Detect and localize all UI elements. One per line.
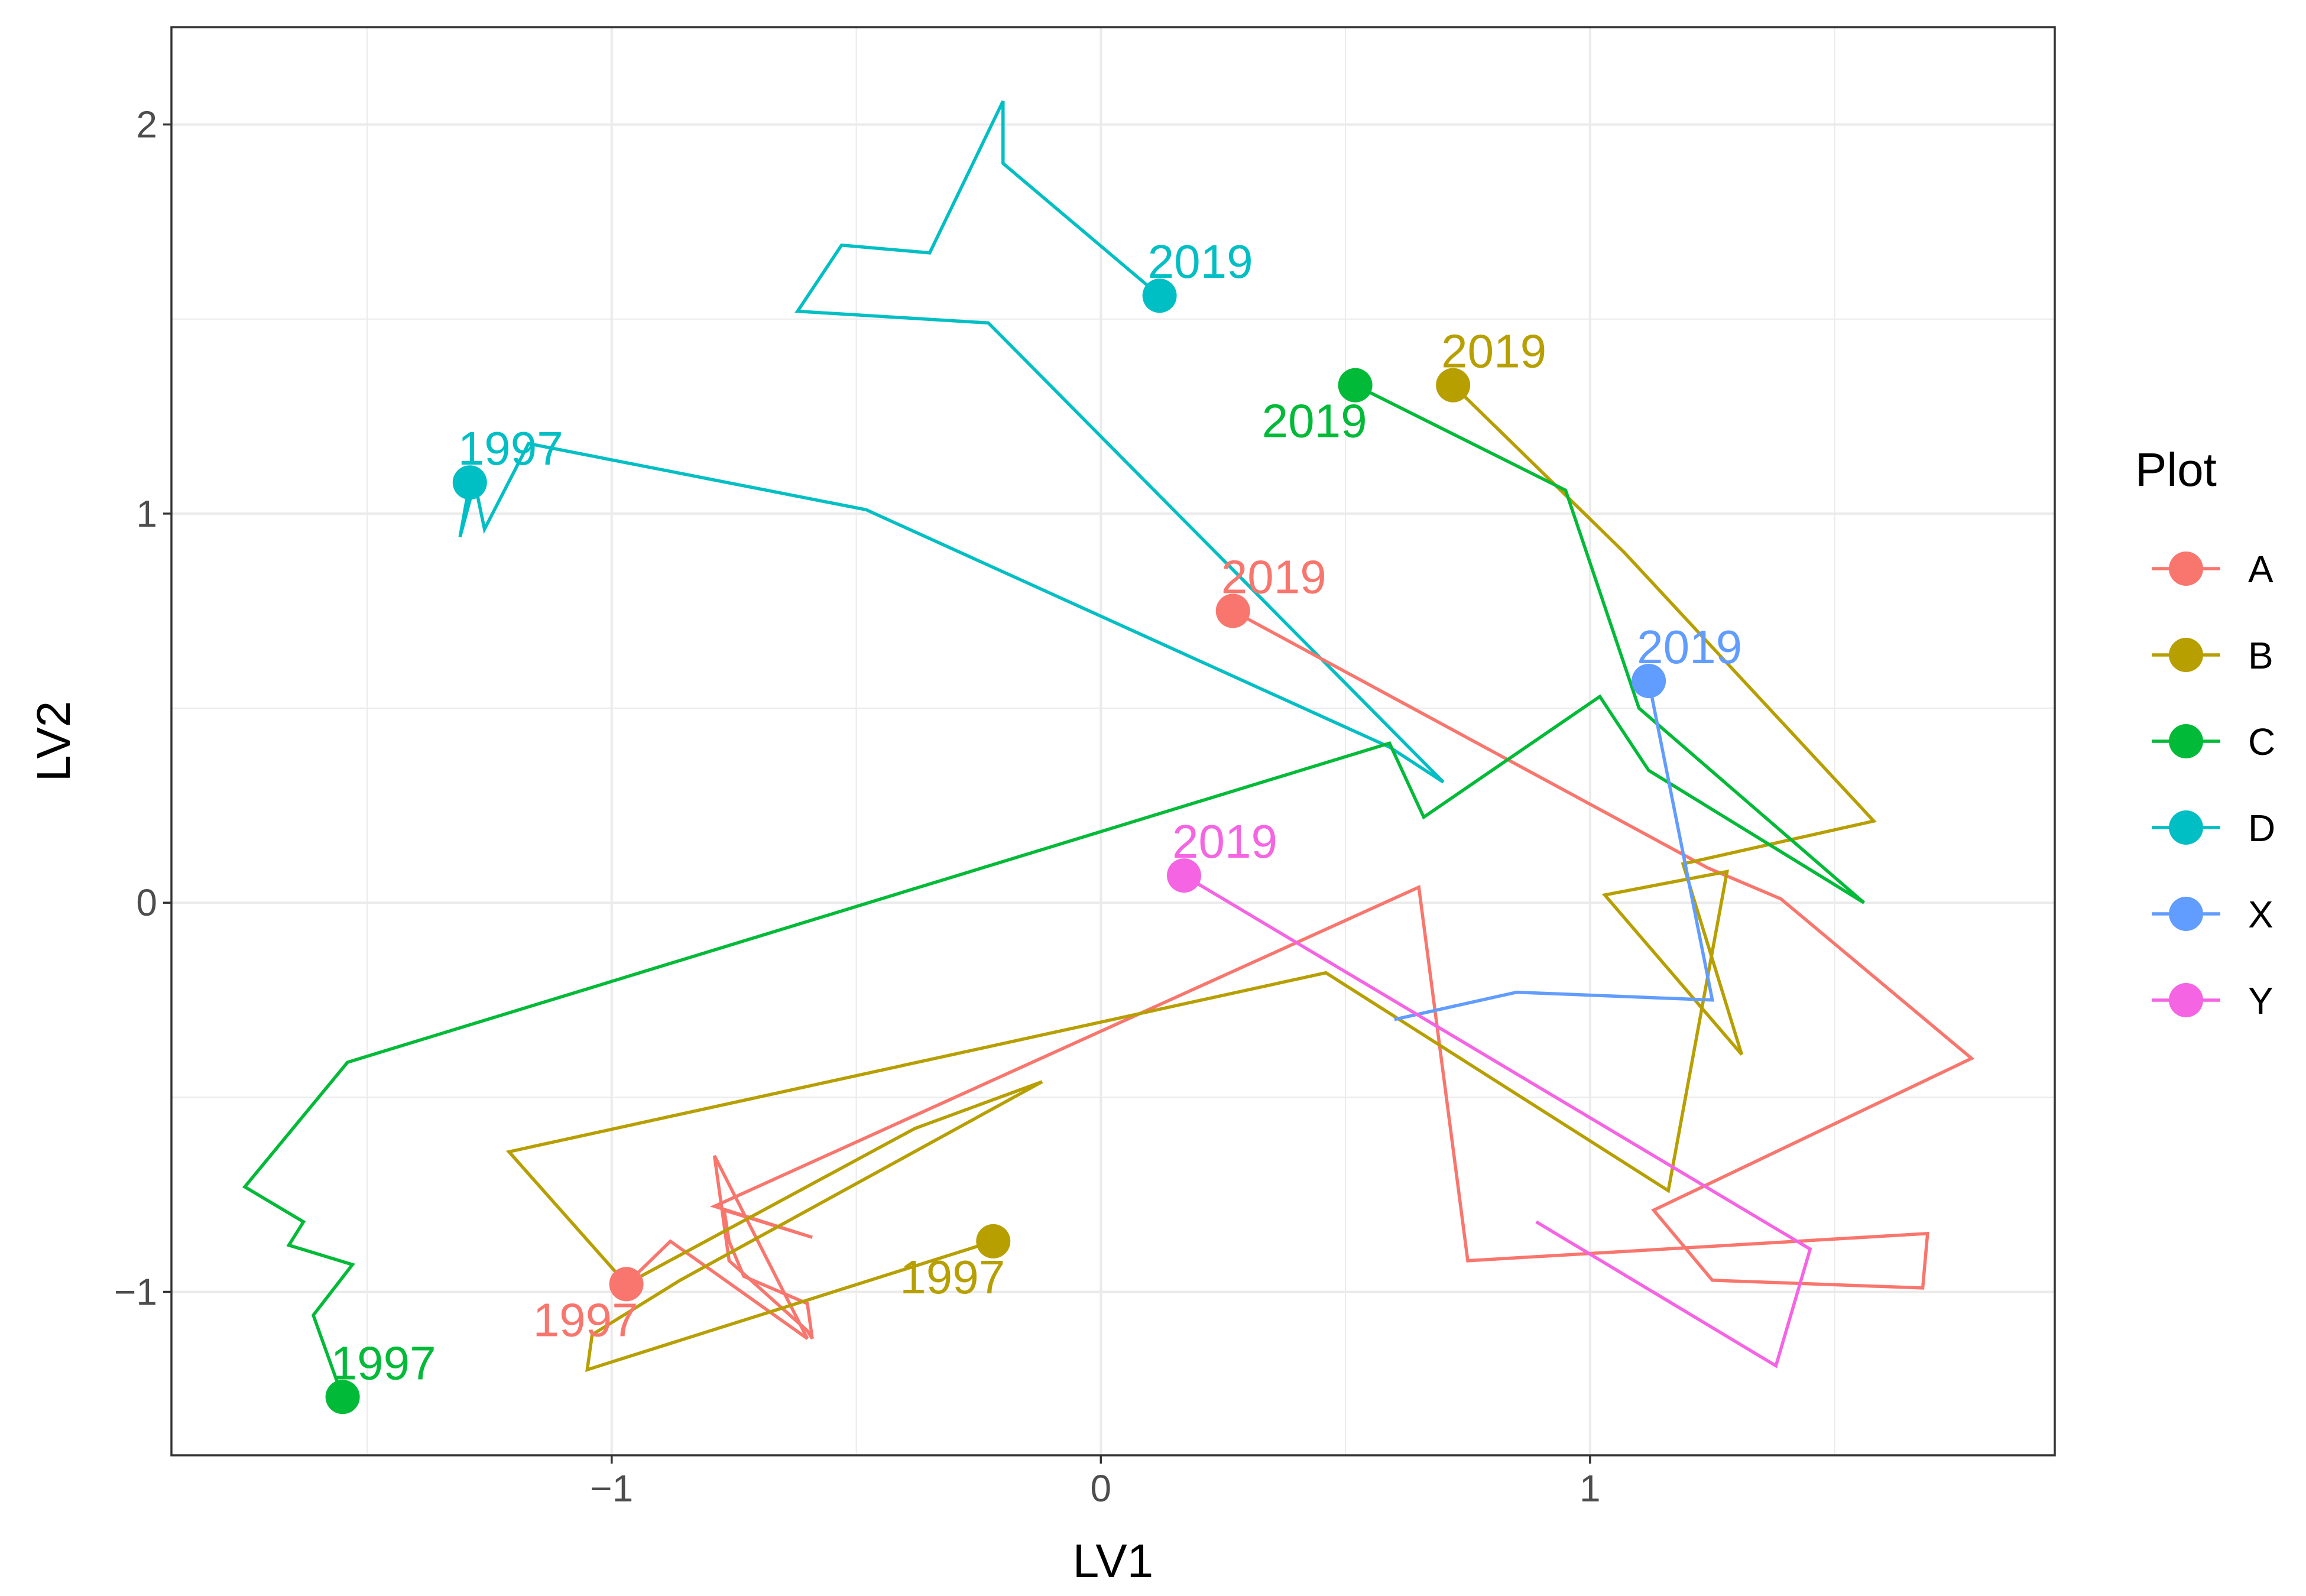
legend-label-b: B bbox=[2248, 634, 2273, 677]
legend-label-x: X bbox=[2248, 893, 2273, 936]
y-tick-label: 2 bbox=[136, 103, 157, 146]
year-label-y: 2019 bbox=[1172, 815, 1277, 868]
legend-key-point-a bbox=[2169, 552, 2203, 586]
series-point-c bbox=[1338, 368, 1373, 403]
series-line-x bbox=[1394, 680, 1715, 1021]
legend-title: Plot bbox=[2135, 443, 2217, 496]
series-line-y bbox=[1183, 874, 1812, 1368]
legend-key-point-y bbox=[2169, 983, 2203, 1017]
series-layer bbox=[242, 100, 1975, 1415]
y-tick-label: 0 bbox=[136, 881, 157, 924]
plot-panel bbox=[171, 27, 2055, 1455]
legend-label-c: C bbox=[2248, 721, 2275, 763]
series-line-d bbox=[458, 100, 1445, 784]
year-label-b: 2019 bbox=[1441, 325, 1546, 378]
year-label-c: 2019 bbox=[1262, 395, 1367, 447]
x-tick-label: −1 bbox=[590, 1467, 633, 1510]
series-point-b bbox=[976, 1224, 1011, 1258]
legend-key-point-b bbox=[2169, 638, 2203, 672]
legend-label-d: D bbox=[2248, 807, 2275, 849]
legend-label-a: A bbox=[2248, 548, 2273, 591]
series-point-d bbox=[452, 465, 487, 500]
series-line-c bbox=[242, 384, 1866, 1398]
year-label-c: 1997 bbox=[331, 1337, 436, 1389]
series-point-a bbox=[609, 1267, 644, 1302]
x-tick-label: 1 bbox=[1580, 1467, 1601, 1510]
plot-panel-border bbox=[170, 26, 2056, 1456]
legend-key-point-c bbox=[2169, 724, 2203, 758]
series-line-b bbox=[505, 384, 1877, 1373]
year-label-d: 1997 bbox=[458, 422, 563, 475]
y-axis: −1 0 1 2 bbox=[114, 103, 171, 1313]
x-axis-title: LV1 bbox=[1073, 1535, 1153, 1587]
series-line-a bbox=[625, 609, 1975, 1340]
series-point-c bbox=[325, 1380, 360, 1415]
y-tick-label: −1 bbox=[114, 1271, 157, 1313]
grid bbox=[171, 27, 2055, 1455]
series-point-y bbox=[1166, 858, 1201, 893]
year-label-x: 2019 bbox=[1637, 621, 1742, 673]
y-axis-title: LV2 bbox=[27, 701, 80, 781]
year-label-a: 2019 bbox=[1221, 550, 1326, 603]
legend-key-point-x bbox=[2169, 897, 2203, 931]
legend: Plot AB C D XY bbox=[2135, 443, 2275, 1022]
series-point-a bbox=[1215, 593, 1250, 628]
x-tick-label: 0 bbox=[1091, 1467, 1112, 1510]
year-label-d: 2019 bbox=[1148, 235, 1253, 288]
series-point-x bbox=[1632, 663, 1666, 698]
year-label-b: 1997 bbox=[900, 1251, 1005, 1303]
legend-label-y: Y bbox=[2248, 979, 2273, 1022]
series-point-b bbox=[1436, 368, 1471, 403]
year-label-a: 1997 bbox=[533, 1293, 638, 1346]
legend-key-point-d bbox=[2169, 810, 2203, 845]
point-labels: 1997 2019 1997 2019 1997 2019 1997 2019 2019 2019 bbox=[331, 235, 1742, 1389]
y-tick-label: 1 bbox=[136, 492, 157, 535]
series-point-d bbox=[1142, 278, 1177, 313]
x-axis: −1 0 1 bbox=[590, 1455, 1601, 1510]
